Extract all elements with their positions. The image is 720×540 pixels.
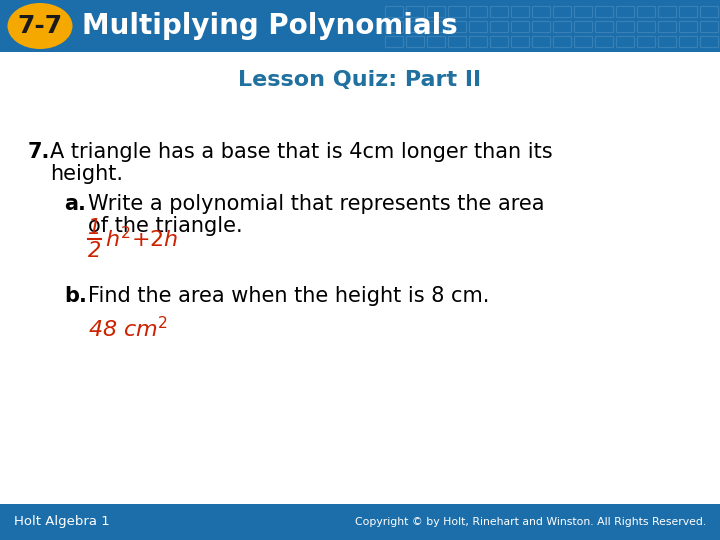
Bar xyxy=(595,36,613,47)
Bar xyxy=(553,21,571,32)
Text: 7-7: 7-7 xyxy=(17,14,63,38)
Text: $\it{h}^2$$\it{ + 2h}$: $\it{h}^2$$\it{ + 2h}$ xyxy=(105,226,179,252)
Bar xyxy=(700,36,718,47)
Text: A triangle has a base that is 4cm longer than its: A triangle has a base that is 4cm longer… xyxy=(50,142,553,162)
Bar xyxy=(406,36,424,47)
Text: a.: a. xyxy=(64,194,86,214)
Bar xyxy=(637,21,655,32)
Bar xyxy=(700,6,718,17)
Bar xyxy=(532,36,550,47)
Text: 2: 2 xyxy=(88,241,102,261)
Bar xyxy=(511,6,529,17)
Text: height.: height. xyxy=(50,164,123,184)
Bar xyxy=(406,6,424,17)
Bar xyxy=(385,6,403,17)
Text: 48 cm$^2$: 48 cm$^2$ xyxy=(88,316,168,341)
Bar xyxy=(490,21,508,32)
Bar xyxy=(406,21,424,32)
Ellipse shape xyxy=(7,3,73,49)
Bar xyxy=(574,36,592,47)
Bar xyxy=(637,36,655,47)
Text: Copyright © by Holt, Rinehart and Winston. All Rights Reserved.: Copyright © by Holt, Rinehart and Winsto… xyxy=(355,517,706,527)
Bar xyxy=(0,52,720,504)
Bar xyxy=(511,21,529,32)
Bar xyxy=(0,0,720,52)
Bar xyxy=(427,6,445,17)
Bar xyxy=(574,21,592,32)
Bar xyxy=(679,36,697,47)
Text: Holt Algebra 1: Holt Algebra 1 xyxy=(14,516,109,529)
Bar xyxy=(595,6,613,17)
Bar xyxy=(658,21,676,32)
Bar xyxy=(616,6,634,17)
Bar xyxy=(595,21,613,32)
Bar xyxy=(574,6,592,17)
Text: Find the area when the height is 8 cm.: Find the area when the height is 8 cm. xyxy=(88,286,490,306)
Bar xyxy=(490,6,508,17)
Bar xyxy=(637,6,655,17)
Text: of the triangle.: of the triangle. xyxy=(88,216,243,236)
Bar xyxy=(385,21,403,32)
Bar xyxy=(448,6,466,17)
Text: 1: 1 xyxy=(88,218,102,238)
Bar xyxy=(469,21,487,32)
Bar xyxy=(511,36,529,47)
Bar xyxy=(490,36,508,47)
Bar xyxy=(679,6,697,17)
Bar xyxy=(469,6,487,17)
Bar xyxy=(427,21,445,32)
Text: Lesson Quiz: Part II: Lesson Quiz: Part II xyxy=(238,70,482,90)
Bar xyxy=(679,21,697,32)
Bar xyxy=(616,21,634,32)
Bar xyxy=(0,504,720,540)
Bar xyxy=(658,36,676,47)
Text: b.: b. xyxy=(64,286,87,306)
Bar xyxy=(532,21,550,32)
Bar xyxy=(658,6,676,17)
Text: 7.: 7. xyxy=(28,142,50,162)
Bar xyxy=(448,21,466,32)
Bar xyxy=(700,21,718,32)
Bar xyxy=(385,36,403,47)
Text: Write a polynomial that represents the area: Write a polynomial that represents the a… xyxy=(88,194,544,214)
Bar xyxy=(616,36,634,47)
Bar xyxy=(448,36,466,47)
Text: Multiplying Polynomials: Multiplying Polynomials xyxy=(82,12,458,40)
Bar xyxy=(532,6,550,17)
Bar xyxy=(553,6,571,17)
Bar xyxy=(553,36,571,47)
Bar xyxy=(469,36,487,47)
Bar xyxy=(427,36,445,47)
